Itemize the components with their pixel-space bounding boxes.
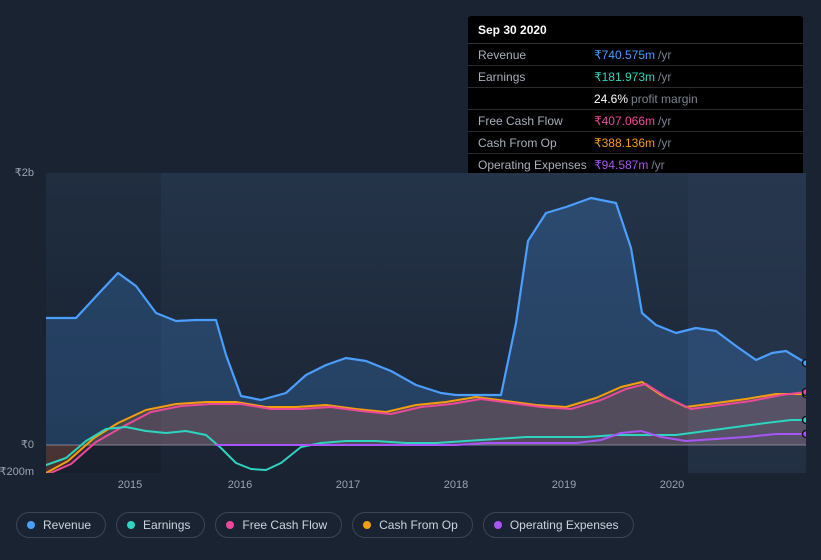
tooltip-date: Sep 30 2020 [468,16,803,44]
tooltip-row: Free Cash Flow₹407.066m/yr [468,110,803,132]
tooltip-unit: profit margin [631,92,698,106]
legend: Revenue Earnings Free Cash Flow Cash From O… [16,512,634,538]
x-axis-label: 2018 [444,479,468,491]
legend-item[interactable]: Cash From Op [352,512,473,538]
y-axis-label: -₹200m [0,465,34,478]
x-axis-label: 2016 [228,479,252,491]
legend-label: Operating Expenses [510,518,619,532]
tooltip-value: ₹388.136m [594,136,655,150]
legend-dot-icon [363,521,371,529]
legend-dot-icon [27,521,35,529]
y-axis-label: ₹0 [0,438,34,451]
x-axis-label: 2017 [336,479,360,491]
chart-svg [46,173,806,473]
x-axis-label: 2020 [660,479,684,491]
legend-dot-icon [494,521,502,529]
tooltip-unit: /yr [658,136,671,150]
legend-label: Revenue [43,518,91,532]
tooltip-row: Earnings₹181.973m/yr [468,66,803,88]
x-axis-labels: 2015 2016 2017 2018 2019 2020 [46,479,806,495]
tooltip-row: Revenue₹740.575m/yr [468,44,803,66]
tooltip-unit: /yr [658,48,671,62]
tooltip-value: ₹407.066m [594,114,655,128]
tooltip-row: 24.6%profit margin [468,88,803,110]
legend-item[interactable]: Free Cash Flow [215,512,342,538]
tooltip-value: ₹740.575m [594,48,655,62]
legend-item[interactable]: Earnings [116,512,205,538]
legend-label: Cash From Op [379,518,458,532]
legend-label: Earnings [143,518,190,532]
tooltip-value: 24.6% [594,92,628,106]
tooltip-label: Free Cash Flow [478,114,594,128]
tooltip-unit: /yr [658,114,671,128]
tooltip-value: ₹181.973m [594,70,655,84]
x-axis-label: 2019 [552,479,576,491]
tooltip-label: Earnings [478,70,594,84]
tooltip-label: Revenue [478,48,594,62]
legend-label: Free Cash Flow [242,518,327,532]
legend-item[interactable]: Revenue [16,512,106,538]
tooltip-label: Cash From Op [478,136,594,150]
legend-dot-icon [127,521,135,529]
chart-area: ₹2b₹0-₹200m [16,155,806,475]
tooltip-unit: /yr [658,70,671,84]
x-axis-label: 2015 [118,479,142,491]
tooltip-row: Cash From Op₹388.136m/yr [468,132,803,154]
y-axis-label: ₹2b [0,166,34,179]
legend-dot-icon [226,521,234,529]
legend-item[interactable]: Operating Expenses [483,512,634,538]
